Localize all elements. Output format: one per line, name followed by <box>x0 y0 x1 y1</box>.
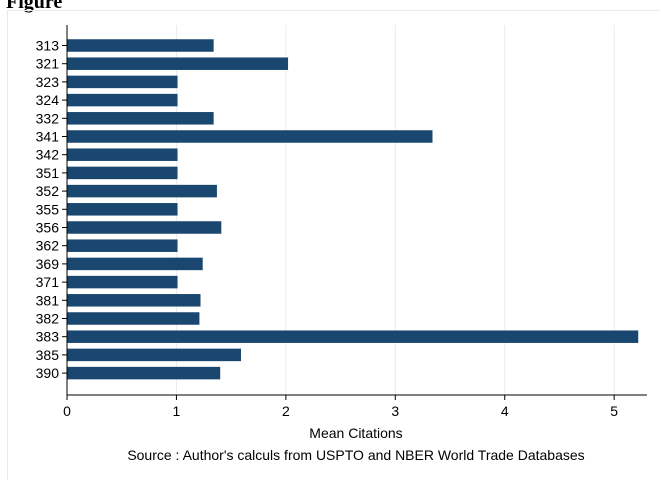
x-tick-label-1: 1 <box>173 403 181 419</box>
bar-371 <box>67 275 178 289</box>
category-label-385: 385 <box>36 347 60 363</box>
x-tick-label-0: 0 <box>63 403 71 419</box>
source-note: Source : Author's calculs from USPTO and… <box>127 447 584 463</box>
category-label-341: 341 <box>36 129 60 145</box>
x-tick-label-4: 4 <box>501 403 509 419</box>
category-label-332: 332 <box>36 110 60 126</box>
bar-351 <box>67 166 178 180</box>
bar-369 <box>67 257 203 271</box>
category-label-355: 355 <box>36 201 60 217</box>
bar-390 <box>67 366 221 380</box>
bar-382 <box>67 312 200 325</box>
category-label-381: 381 <box>36 292 60 308</box>
x-tick-label-3: 3 <box>391 403 399 419</box>
category-label-383: 383 <box>36 329 60 345</box>
bar-383 <box>67 330 639 343</box>
bar-323 <box>67 75 178 89</box>
category-label-351: 351 <box>36 165 60 181</box>
bar-352 <box>67 184 217 198</box>
figure-label: Figure <box>6 0 63 13</box>
x-axis: 0 1 2 3 4 5 <box>62 25 647 419</box>
category-label-324: 324 <box>36 92 60 108</box>
chart-frame <box>7 10 660 480</box>
category-label-323: 323 <box>36 74 60 90</box>
category-label-321: 321 <box>36 56 60 72</box>
category-label-390: 390 <box>36 365 60 381</box>
bar-324 <box>67 93 178 107</box>
bar-362 <box>67 239 178 252</box>
bar-321 <box>67 57 289 70</box>
bar-355 <box>67 203 178 216</box>
bar-356 <box>67 221 222 234</box>
bar-341 <box>67 130 433 143</box>
bar-342 <box>67 148 178 161</box>
category-label-362: 362 <box>36 238 60 254</box>
x-tick-label-5: 5 <box>610 403 618 419</box>
bar-313 <box>67 39 214 52</box>
category-label-342: 342 <box>36 147 60 163</box>
category-label-356: 356 <box>36 220 60 236</box>
category-label-369: 369 <box>36 256 60 272</box>
bar-385 <box>67 348 241 362</box>
category-label-371: 371 <box>36 274 60 290</box>
x-axis-title: Mean Citations <box>309 425 402 441</box>
category-label-382: 382 <box>36 311 60 327</box>
bar-381 <box>67 294 201 307</box>
bars <box>67 39 639 380</box>
x-tick-label-2: 2 <box>282 403 290 419</box>
category-label-352: 352 <box>36 183 60 199</box>
category-labels: 313 321 323 324 332 341 342 351 352 355 356 362 369 3… <box>36 38 60 382</box>
bar-332 <box>67 112 214 125</box>
category-label-313: 313 <box>36 38 60 54</box>
